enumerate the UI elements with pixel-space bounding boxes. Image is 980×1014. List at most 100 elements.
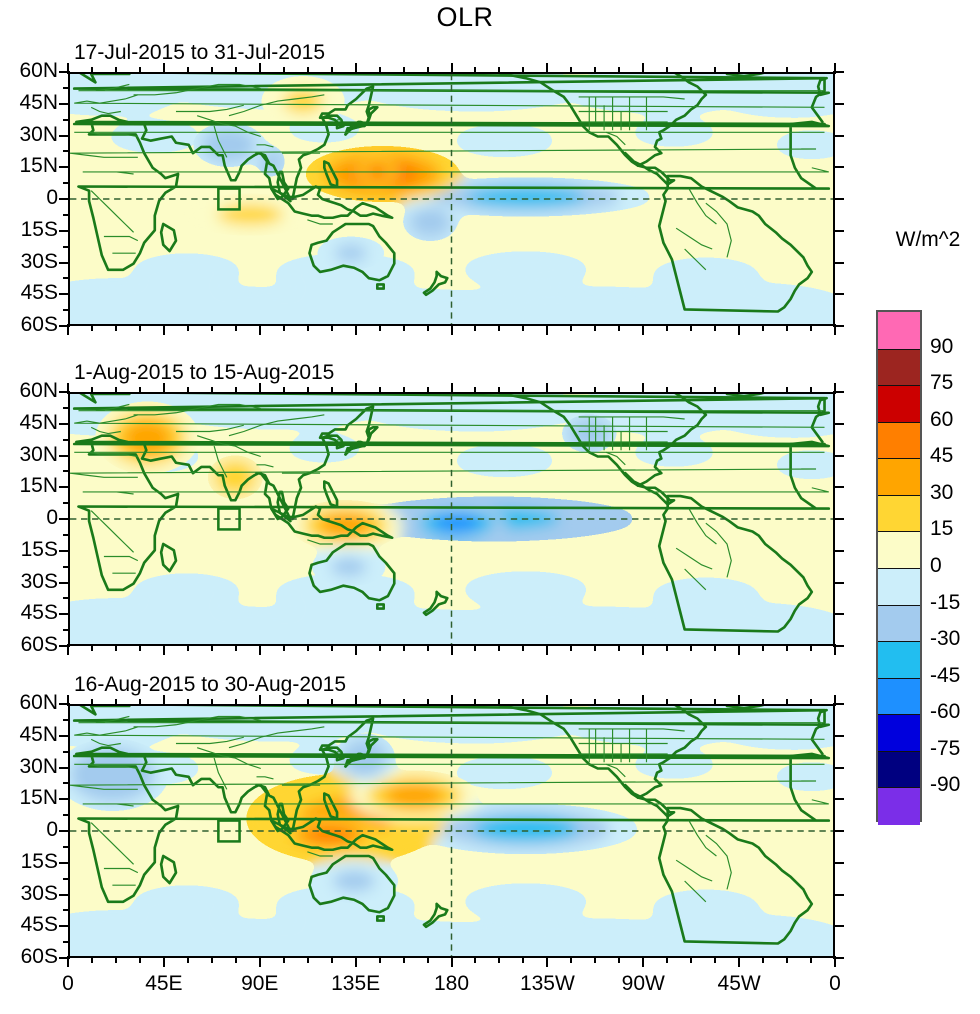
- y-axis-tick-label: 60N: [19, 691, 58, 714]
- colorbar-units-label: W/m^2: [895, 228, 961, 251]
- x-axis-minor-tick: [690, 644, 693, 651]
- y-axis-tick-right: [833, 422, 844, 425]
- x-axis-tick: [258, 63, 261, 74]
- x-axis-minor-tick: [210, 324, 213, 331]
- y-axis-tick-label: 30S: [20, 569, 58, 593]
- colorbar: [876, 310, 922, 825]
- map-plot-area[interactable]: [68, 72, 835, 326]
- map-plot-area[interactable]: [68, 392, 835, 646]
- colorbar-tick-label: 90: [930, 334, 954, 358]
- x-axis-minor-tick: [402, 387, 405, 394]
- x-axis-tick: [546, 695, 549, 706]
- x-axis-minor-tick: [402, 324, 405, 331]
- x-axis-minor-tick: [330, 324, 333, 331]
- y-axis-tick-label: 0: [46, 186, 58, 209]
- map-canvas: [70, 394, 833, 644]
- y-axis-tick-label: 15S: [20, 217, 58, 241]
- x-axis-tick: [834, 956, 836, 967]
- y-axis-minor-tick: [63, 150, 70, 153]
- x-axis-minor-tick: [762, 644, 765, 651]
- x-axis-minor-tick: [594, 67, 597, 74]
- x-axis-minor-tick: [618, 956, 621, 963]
- x-axis-minor-tick: [762, 956, 765, 963]
- y-axis-tick-right: [833, 229, 844, 232]
- x-axis-minor-tick: [810, 956, 813, 963]
- x-axis-minor-tick: [186, 324, 189, 331]
- colorbar-tick-label: 15: [930, 517, 954, 541]
- x-axis-minor-tick: [690, 67, 693, 74]
- x-axis-minor-tick: [762, 324, 765, 331]
- x-axis-minor-tick: [378, 324, 381, 331]
- y-axis-minor-tick: [63, 213, 70, 216]
- x-axis-tick: [67, 63, 69, 74]
- x-axis-tick: [834, 644, 836, 655]
- y-axis-tick: [59, 766, 70, 769]
- x-axis-tick: [162, 695, 165, 706]
- coastlines: [72, 706, 831, 945]
- x-axis-tick: [738, 63, 741, 74]
- x-axis-minor-tick: [282, 324, 285, 331]
- colorbar-band: [878, 312, 920, 349]
- y-axis-tick-label: 45S: [20, 913, 58, 937]
- x-axis-minor-tick: [282, 644, 285, 651]
- y-axis-tick-label: 30S: [20, 881, 58, 905]
- y-axis-tick-label: 60N: [19, 379, 58, 402]
- y-axis-tick-right: [833, 454, 844, 457]
- y-axis-tick-right: [833, 261, 844, 264]
- x-axis-minor-tick: [618, 699, 621, 706]
- x-axis-minor-tick: [426, 324, 429, 331]
- x-axis-minor-tick: [690, 699, 693, 706]
- y-axis-tick-right: [833, 391, 844, 393]
- x-axis-minor-tick: [402, 67, 405, 74]
- x-axis-minor-tick: [618, 324, 621, 331]
- y-axis-tick-right: [833, 293, 844, 296]
- anomaly-blob: [211, 134, 247, 156]
- y-axis-minor-tick: [63, 245, 70, 248]
- x-axis-tick: [67, 324, 69, 335]
- x-axis-minor-tick: [138, 387, 141, 394]
- y-axis-tick: [59, 486, 70, 489]
- x-axis-minor-tick: [810, 324, 813, 331]
- y-axis-tick: [59, 734, 70, 737]
- x-axis-tick-label: 45W: [717, 972, 761, 995]
- x-axis-tick: [834, 695, 836, 706]
- x-axis-minor-tick: [474, 956, 477, 963]
- y-axis-minor-tick: [63, 182, 70, 185]
- x-axis-tick: [834, 324, 836, 335]
- x-axis-minor-tick: [402, 644, 405, 651]
- x-axis-minor-tick: [138, 67, 141, 74]
- x-axis-minor-tick: [690, 324, 693, 331]
- x-axis-minor-tick: [594, 324, 597, 331]
- map-plot-area[interactable]: [68, 704, 835, 958]
- x-axis-minor-tick: [114, 699, 117, 706]
- figure-title: OLR: [436, 2, 494, 32]
- anomaly-blob: [319, 513, 372, 537]
- x-axis-minor-tick: [498, 644, 501, 651]
- x-axis-tick-label: 180: [433, 972, 470, 995]
- y-axis-tick: [59, 422, 70, 425]
- anomaly-blob: [217, 204, 284, 225]
- x-axis-minor-tick: [186, 699, 189, 706]
- y-axis-tick-label: 60S: [20, 945, 58, 968]
- y-axis-tick-label: 0: [46, 818, 58, 841]
- y-axis-tick-label: 30N: [19, 122, 58, 146]
- x-axis-tick: [67, 383, 69, 394]
- colorbar-tick-label: 60: [930, 407, 954, 431]
- x-axis-tick-label: 135E: [331, 972, 381, 995]
- x-axis-tick: [162, 644, 165, 655]
- x-axis-minor-tick: [282, 699, 285, 706]
- x-axis-minor-tick: [522, 644, 525, 651]
- y-axis-tick-right: [833, 549, 844, 552]
- x-axis-minor-tick: [234, 67, 237, 74]
- y-axis-tick-label: 0: [46, 506, 58, 529]
- y-axis-minor-tick: [63, 782, 70, 785]
- y-axis-tick-label: 15N: [19, 474, 58, 498]
- x-axis-minor-tick: [330, 699, 333, 706]
- x-axis-tick: [738, 695, 741, 706]
- y-axis-tick: [59, 581, 70, 584]
- y-axis-tick-right: [833, 134, 844, 137]
- x-axis-minor-tick: [114, 644, 117, 651]
- x-axis-tick-label: 0: [829, 972, 841, 995]
- x-axis-minor-tick: [594, 699, 597, 706]
- x-axis-minor-tick: [186, 67, 189, 74]
